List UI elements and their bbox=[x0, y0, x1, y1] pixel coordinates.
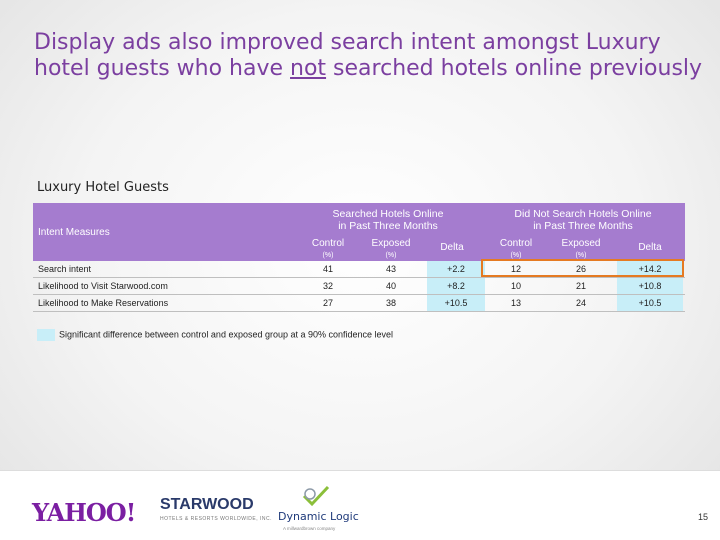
slide-title: Display ads also improved search intent … bbox=[34, 30, 703, 81]
table-row: Search intent 41 43 +2.2 12 26 +14.2 bbox=[33, 261, 685, 278]
legend-swatch bbox=[37, 329, 55, 341]
table-row: Likelihood to Visit Starwood.com 32 40 +… bbox=[33, 278, 685, 295]
section-label: Luxury Hotel Guests bbox=[37, 180, 169, 195]
row-header-label: Intent Measures bbox=[38, 227, 110, 238]
dynamic-logic-tagline: A millwardbrown company bbox=[283, 526, 336, 531]
footer-divider bbox=[0, 470, 720, 471]
starwood-logo: STARWOOD bbox=[160, 496, 254, 513]
title-underlined-word: not bbox=[290, 56, 327, 81]
footer: YAHOO! STARWOOD HOTELS & RESORTS WORLDWI… bbox=[0, 470, 720, 540]
table-row: Likelihood to Make Reservations 27 38 +1… bbox=[33, 295, 685, 312]
yahoo-logo: YAHOO! bbox=[32, 498, 136, 527]
significance-highlight bbox=[427, 295, 485, 311]
col-delta-2: Delta bbox=[638, 242, 662, 253]
significance-highlight bbox=[427, 261, 485, 277]
dynamic-logic-check-icon bbox=[302, 485, 330, 507]
col-exposed-1: Exposed (%) bbox=[371, 238, 411, 259]
col-delta-1: Delta bbox=[440, 242, 464, 253]
legend: Significant difference between control a… bbox=[37, 329, 393, 341]
significance-highlight bbox=[617, 261, 683, 277]
significance-highlight bbox=[617, 295, 683, 311]
col-exposed-2: Exposed (%) bbox=[561, 238, 601, 259]
page-number: 15 bbox=[697, 512, 708, 522]
emphasis-box bbox=[481, 259, 684, 277]
dynamic-logic-logo: Dynamic Logic bbox=[278, 510, 359, 523]
group-header-not-searched: Did Not Search Hotels Online in Past Thre… bbox=[514, 208, 652, 232]
significance-highlight bbox=[617, 278, 683, 294]
col-control-2: Control (%) bbox=[499, 238, 533, 259]
significance-highlight bbox=[427, 278, 485, 294]
table-body: Search intent 41 43 +2.2 12 26 +14.2 Lik… bbox=[33, 261, 685, 312]
table-header: Intent Measures Searched Hotels Online in… bbox=[33, 203, 685, 261]
group-header-searched: Searched Hotels Online in Past Three Mont… bbox=[332, 208, 444, 232]
starwood-tagline: HOTELS & RESORTS WORLDWIDE, INC. bbox=[160, 516, 273, 522]
col-control-1: Control (%) bbox=[311, 238, 345, 259]
